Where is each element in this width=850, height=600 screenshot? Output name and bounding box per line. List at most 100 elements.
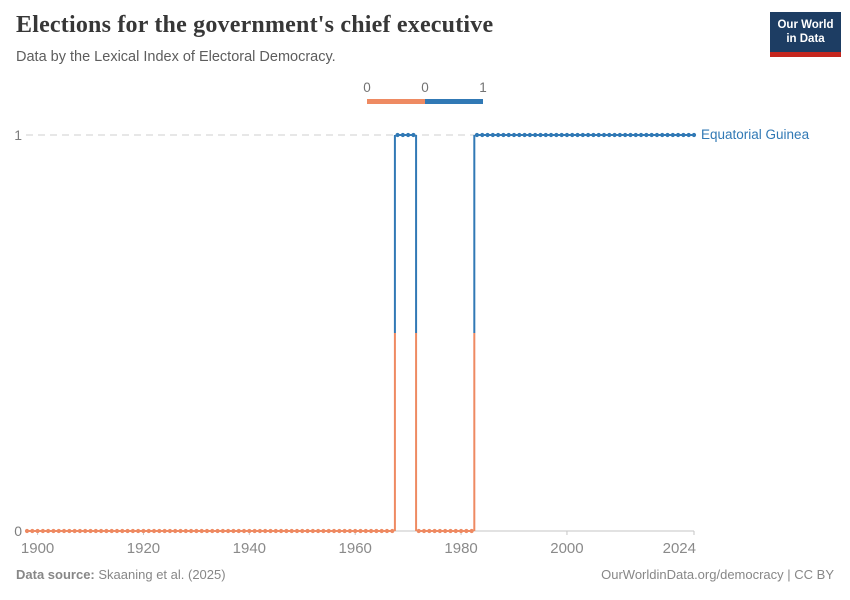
data-point[interactable] — [427, 528, 432, 534]
data-point[interactable] — [670, 132, 675, 138]
data-point[interactable] — [591, 132, 596, 138]
data-point[interactable] — [51, 528, 56, 534]
data-point[interactable] — [56, 528, 61, 534]
data-point[interactable] — [310, 528, 315, 534]
data-point[interactable] — [596, 132, 601, 138]
data-point[interactable] — [548, 132, 554, 138]
data-source[interactable]: Data source: Skaaning et al. (2025) — [16, 567, 226, 582]
data-point[interactable] — [162, 528, 167, 534]
data-point[interactable] — [231, 528, 236, 534]
owid-logo[interactable]: Our World in Data — [770, 12, 841, 57]
data-point[interactable] — [400, 132, 405, 138]
data-point[interactable] — [395, 132, 400, 138]
data-point[interactable] — [241, 528, 247, 534]
data-point[interactable] — [109, 528, 114, 534]
data-point[interactable] — [453, 528, 458, 534]
data-point[interactable] — [501, 132, 506, 138]
data-point[interactable] — [379, 528, 384, 534]
data-point[interactable] — [204, 528, 210, 534]
data-point[interactable] — [125, 528, 130, 534]
data-point[interactable] — [178, 528, 183, 534]
data-point[interactable] — [363, 528, 368, 534]
data-point[interactable] — [316, 528, 321, 534]
data-point[interactable] — [437, 528, 443, 534]
data-point[interactable] — [554, 132, 559, 138]
data-point[interactable] — [490, 132, 495, 138]
data-point[interactable] — [432, 528, 437, 534]
data-point[interactable] — [278, 528, 284, 534]
data-point[interactable] — [247, 528, 252, 534]
legend-bar-one[interactable] — [425, 99, 483, 104]
data-point[interactable] — [215, 528, 220, 534]
data-point[interactable] — [157, 528, 162, 534]
data-point[interactable] — [416, 528, 421, 534]
data-point[interactable] — [30, 528, 35, 534]
data-point[interactable] — [358, 528, 363, 534]
data-point[interactable] — [173, 528, 178, 534]
data-point[interactable] — [189, 528, 194, 534]
data-point[interactable] — [628, 132, 633, 138]
data-point[interactable] — [406, 132, 411, 138]
data-point[interactable] — [347, 528, 353, 534]
data-point[interactable] — [443, 528, 448, 534]
data-point[interactable] — [644, 132, 649, 138]
data-point[interactable] — [458, 528, 464, 534]
data-point[interactable] — [411, 132, 416, 138]
data-point[interactable] — [104, 528, 109, 534]
data-point[interactable] — [284, 528, 289, 534]
data-point[interactable] — [300, 528, 305, 534]
data-point[interactable] — [263, 528, 268, 534]
data-point[interactable] — [633, 132, 638, 138]
data-point[interactable] — [353, 528, 358, 534]
data-point[interactable] — [384, 528, 390, 534]
data-point[interactable] — [665, 132, 670, 138]
data-point[interactable] — [368, 528, 374, 534]
data-point[interactable] — [88, 528, 93, 534]
data-point[interactable] — [421, 528, 427, 534]
data-point[interactable] — [517, 132, 522, 138]
data-point[interactable] — [210, 528, 215, 534]
data-point[interactable] — [527, 132, 532, 138]
data-point[interactable] — [496, 132, 501, 138]
data-point[interactable] — [67, 528, 72, 534]
data-point[interactable] — [114, 528, 120, 534]
data-point[interactable] — [194, 528, 199, 534]
data-point[interactable] — [617, 132, 622, 138]
data-point[interactable] — [533, 132, 538, 138]
data-point[interactable] — [77, 528, 83, 534]
data-point[interactable] — [40, 528, 45, 534]
data-point[interactable] — [480, 132, 485, 138]
data-point[interactable] — [543, 132, 548, 138]
data-point[interactable] — [660, 132, 665, 138]
data-point[interactable] — [681, 132, 686, 138]
data-point[interactable] — [612, 132, 617, 138]
data-point[interactable] — [331, 528, 337, 534]
data-point[interactable] — [538, 132, 543, 138]
data-point[interactable] — [136, 528, 141, 534]
data-point[interactable] — [120, 528, 125, 534]
data-point[interactable] — [607, 132, 612, 138]
entity-label[interactable]: Equatorial Guinea — [701, 127, 810, 142]
data-point[interactable] — [220, 528, 225, 534]
data-point[interactable] — [464, 528, 469, 534]
data-point[interactable] — [469, 528, 474, 534]
data-point[interactable] — [226, 528, 231, 534]
data-point[interactable] — [273, 528, 278, 534]
data-point[interactable] — [35, 528, 40, 534]
data-point[interactable] — [321, 528, 326, 534]
data-point[interactable] — [623, 132, 628, 138]
data-point[interactable] — [570, 132, 575, 138]
data-point[interactable] — [691, 132, 697, 138]
data-point[interactable] — [511, 132, 517, 138]
data-point[interactable] — [93, 528, 98, 534]
data-point[interactable] — [24, 528, 30, 534]
data-point[interactable] — [654, 132, 660, 138]
data-point[interactable] — [199, 528, 204, 534]
data-point[interactable] — [289, 528, 294, 534]
data-point[interactable] — [580, 132, 585, 138]
data-point[interactable] — [676, 132, 681, 138]
attribution[interactable]: OurWorldinData.org/democracy | CC BY — [601, 567, 834, 582]
chart-svg[interactable]: 1900 1920 1940 1960 1980 2000 2024 0 1 — [0, 110, 850, 580]
data-point[interactable] — [252, 528, 257, 534]
data-point[interactable] — [236, 528, 241, 534]
